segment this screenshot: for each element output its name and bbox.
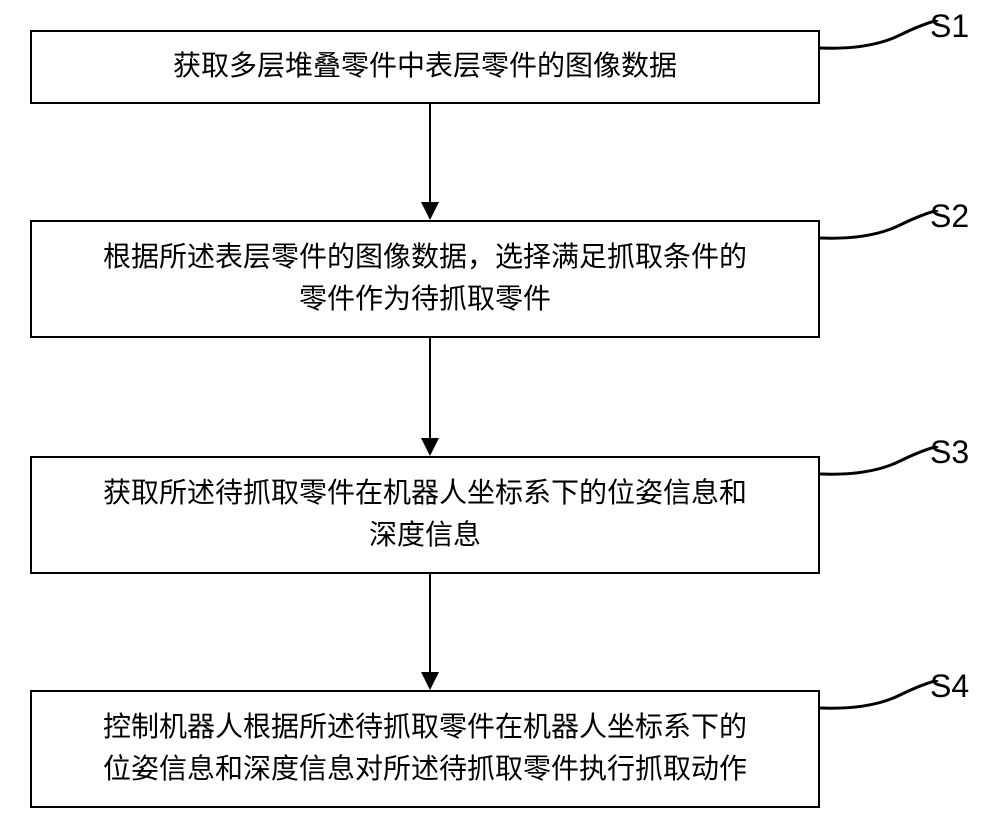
step-box-s3: 获取所述待抓取零件在机器人坐标系下的位姿信息和 深度信息 bbox=[30, 456, 820, 574]
step-box-s1: 获取多层堆叠零件中表层零件的图像数据 bbox=[30, 30, 820, 104]
label-connector-s4 bbox=[820, 680, 940, 730]
label-connector-s3 bbox=[820, 446, 940, 496]
arrow-s3-s4 bbox=[415, 574, 445, 690]
label-connector-s2 bbox=[820, 210, 940, 260]
step-label-s1: S1 bbox=[930, 8, 969, 45]
arrow-s2-s3 bbox=[415, 338, 445, 456]
step-text-s2: 根据所述表层零件的图像数据，选择满足抓取条件的 零件作为待抓取零件 bbox=[103, 237, 747, 321]
label-connector-s1 bbox=[820, 20, 940, 70]
step-box-s4: 控制机器人根据所述待抓取零件在机器人坐标系下的 位姿信息和深度信息对所述待抓取零… bbox=[30, 690, 820, 808]
step-text-s3: 获取所述待抓取零件在机器人坐标系下的位姿信息和 深度信息 bbox=[103, 473, 747, 557]
step-text-s1: 获取多层堆叠零件中表层零件的图像数据 bbox=[173, 46, 677, 88]
step-label-s3: S3 bbox=[930, 434, 969, 471]
arrow-s1-s2 bbox=[415, 104, 445, 220]
step-box-s2: 根据所述表层零件的图像数据，选择满足抓取条件的 零件作为待抓取零件 bbox=[30, 220, 820, 338]
step-label-s2: S2 bbox=[930, 198, 969, 235]
step-label-s4: S4 bbox=[930, 668, 969, 705]
step-text-s4: 控制机器人根据所述待抓取零件在机器人坐标系下的 位姿信息和深度信息对所述待抓取零… bbox=[103, 707, 747, 791]
